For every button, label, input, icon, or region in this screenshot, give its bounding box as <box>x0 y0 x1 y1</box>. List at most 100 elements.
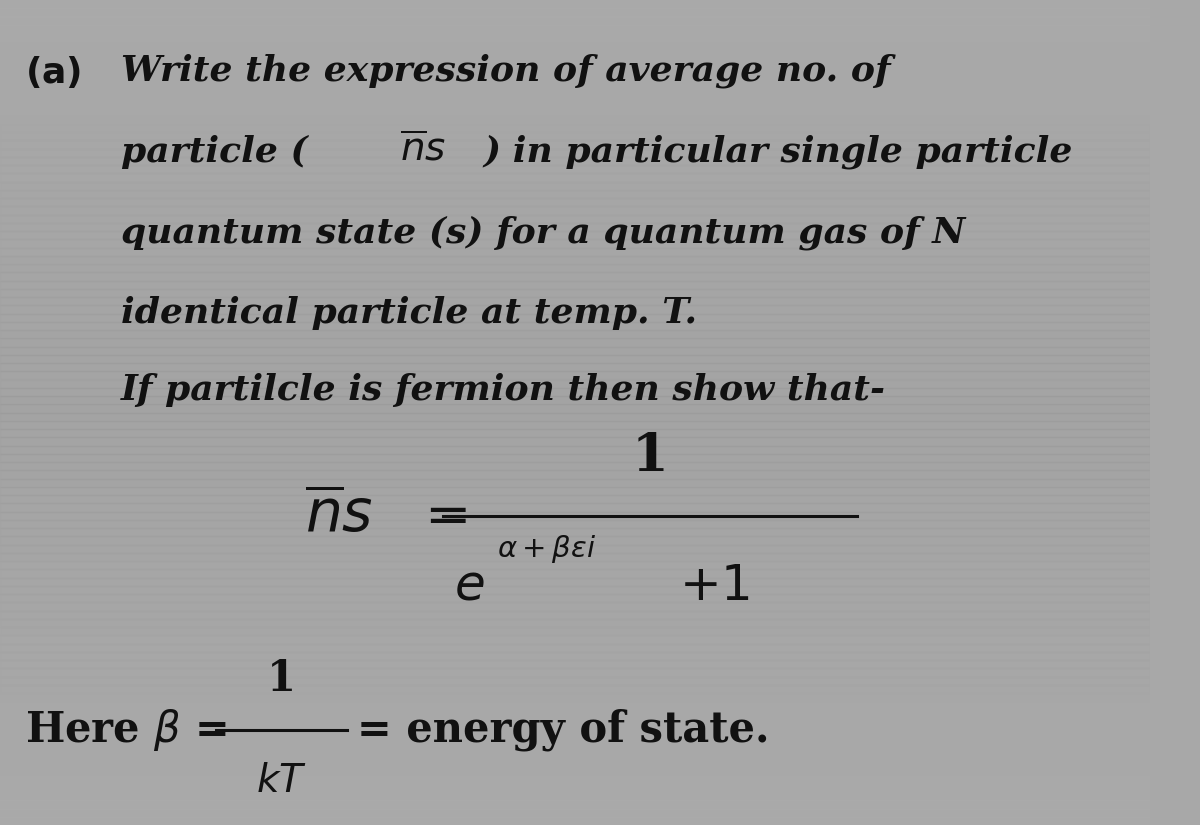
Bar <box>0 578 1150 586</box>
Bar <box>0 66 1150 74</box>
Bar <box>0 173 1150 182</box>
Bar <box>0 693 1150 701</box>
Bar <box>0 256 1150 264</box>
Bar <box>0 751 1150 759</box>
Bar <box>0 58 1150 66</box>
Bar <box>0 190 1150 198</box>
Bar <box>0 710 1150 718</box>
Bar <box>0 800 1150 808</box>
Bar <box>0 182 1150 190</box>
Bar <box>0 644 1150 652</box>
Bar <box>0 248 1150 256</box>
Bar <box>0 561 1150 569</box>
Bar <box>0 536 1150 544</box>
Bar <box>0 388 1150 396</box>
Bar <box>0 124 1150 132</box>
Bar <box>0 792 1150 800</box>
Bar <box>0 165 1150 173</box>
Bar <box>0 685 1150 693</box>
Bar <box>0 140 1150 148</box>
Bar <box>0 157 1150 165</box>
Bar <box>0 619 1150 627</box>
Bar <box>0 363 1150 371</box>
Bar <box>0 586 1150 594</box>
Bar <box>0 231 1150 239</box>
Text: 1: 1 <box>268 658 296 700</box>
Bar <box>0 33 1150 41</box>
Bar <box>0 198 1150 206</box>
Text: = energy of state.: = energy of state. <box>356 709 769 752</box>
Bar <box>0 396 1150 404</box>
Bar <box>0 602 1150 610</box>
Text: If partilcle is fermion then show that-: If partilcle is fermion then show that- <box>121 373 886 407</box>
Bar <box>0 462 1150 470</box>
Bar <box>0 767 1150 775</box>
Bar <box>0 330 1150 338</box>
Text: $\mathbf{(a)}$: $\mathbf{(a)}$ <box>25 54 97 90</box>
Bar <box>0 132 1150 140</box>
Bar <box>0 223 1150 231</box>
Bar <box>0 718 1150 726</box>
Bar <box>0 0 1150 8</box>
Bar <box>0 116 1150 124</box>
Bar <box>0 338 1150 346</box>
Text: particle (: particle ( <box>121 134 307 168</box>
Text: $+1$: $+1$ <box>678 562 750 610</box>
Bar <box>0 322 1150 330</box>
Bar <box>0 470 1150 478</box>
Bar <box>0 272 1150 280</box>
Bar <box>0 91 1150 99</box>
Bar <box>0 594 1150 602</box>
Bar <box>0 652 1150 660</box>
Bar <box>0 16 1150 25</box>
Bar <box>0 503 1150 512</box>
Bar <box>0 50 1150 58</box>
Bar <box>0 668 1150 676</box>
Bar <box>0 280 1150 289</box>
Bar <box>0 355 1150 363</box>
Bar <box>0 635 1150 644</box>
Bar <box>0 99 1150 107</box>
Bar <box>0 25 1150 33</box>
Bar <box>0 627 1150 635</box>
Bar <box>0 380 1150 388</box>
Text: Here $\beta$ =: Here $\beta$ = <box>25 707 228 753</box>
Bar <box>0 660 1150 668</box>
Bar <box>0 817 1150 825</box>
Text: $\overline{n}s$: $\overline{n}s$ <box>305 487 373 544</box>
Bar <box>0 429 1150 437</box>
Bar <box>0 759 1150 767</box>
Bar <box>0 206 1150 214</box>
Bar <box>0 404 1150 412</box>
Bar <box>0 148 1150 157</box>
Bar <box>0 569 1150 578</box>
Bar <box>0 314 1150 322</box>
Bar <box>0 808 1150 817</box>
Bar <box>0 487 1150 495</box>
Bar <box>0 8 1150 16</box>
Text: $\overline{n}s$: $\overline{n}s$ <box>401 130 446 168</box>
Bar <box>0 437 1150 446</box>
Bar <box>0 214 1150 223</box>
Bar <box>0 726 1150 734</box>
Bar <box>0 734 1150 742</box>
Text: 1: 1 <box>631 431 668 482</box>
Bar <box>0 742 1150 751</box>
Bar <box>0 289 1150 297</box>
Bar <box>0 610 1150 619</box>
Bar <box>0 297 1150 305</box>
Text: $=$: $=$ <box>414 488 468 543</box>
Bar <box>0 41 1150 50</box>
Bar <box>0 412 1150 421</box>
Bar <box>0 784 1150 792</box>
Bar <box>0 107 1150 116</box>
Bar <box>0 512 1150 520</box>
Bar <box>0 495 1150 503</box>
Bar <box>0 82 1150 91</box>
Text: Write the expression of average no. of: Write the expression of average no. of <box>121 54 890 88</box>
Text: ) in particular single particle: ) in particular single particle <box>484 134 1073 169</box>
Bar <box>0 776 1150 784</box>
Text: $e$: $e$ <box>455 562 485 610</box>
Bar <box>0 305 1150 314</box>
Bar <box>0 520 1150 528</box>
